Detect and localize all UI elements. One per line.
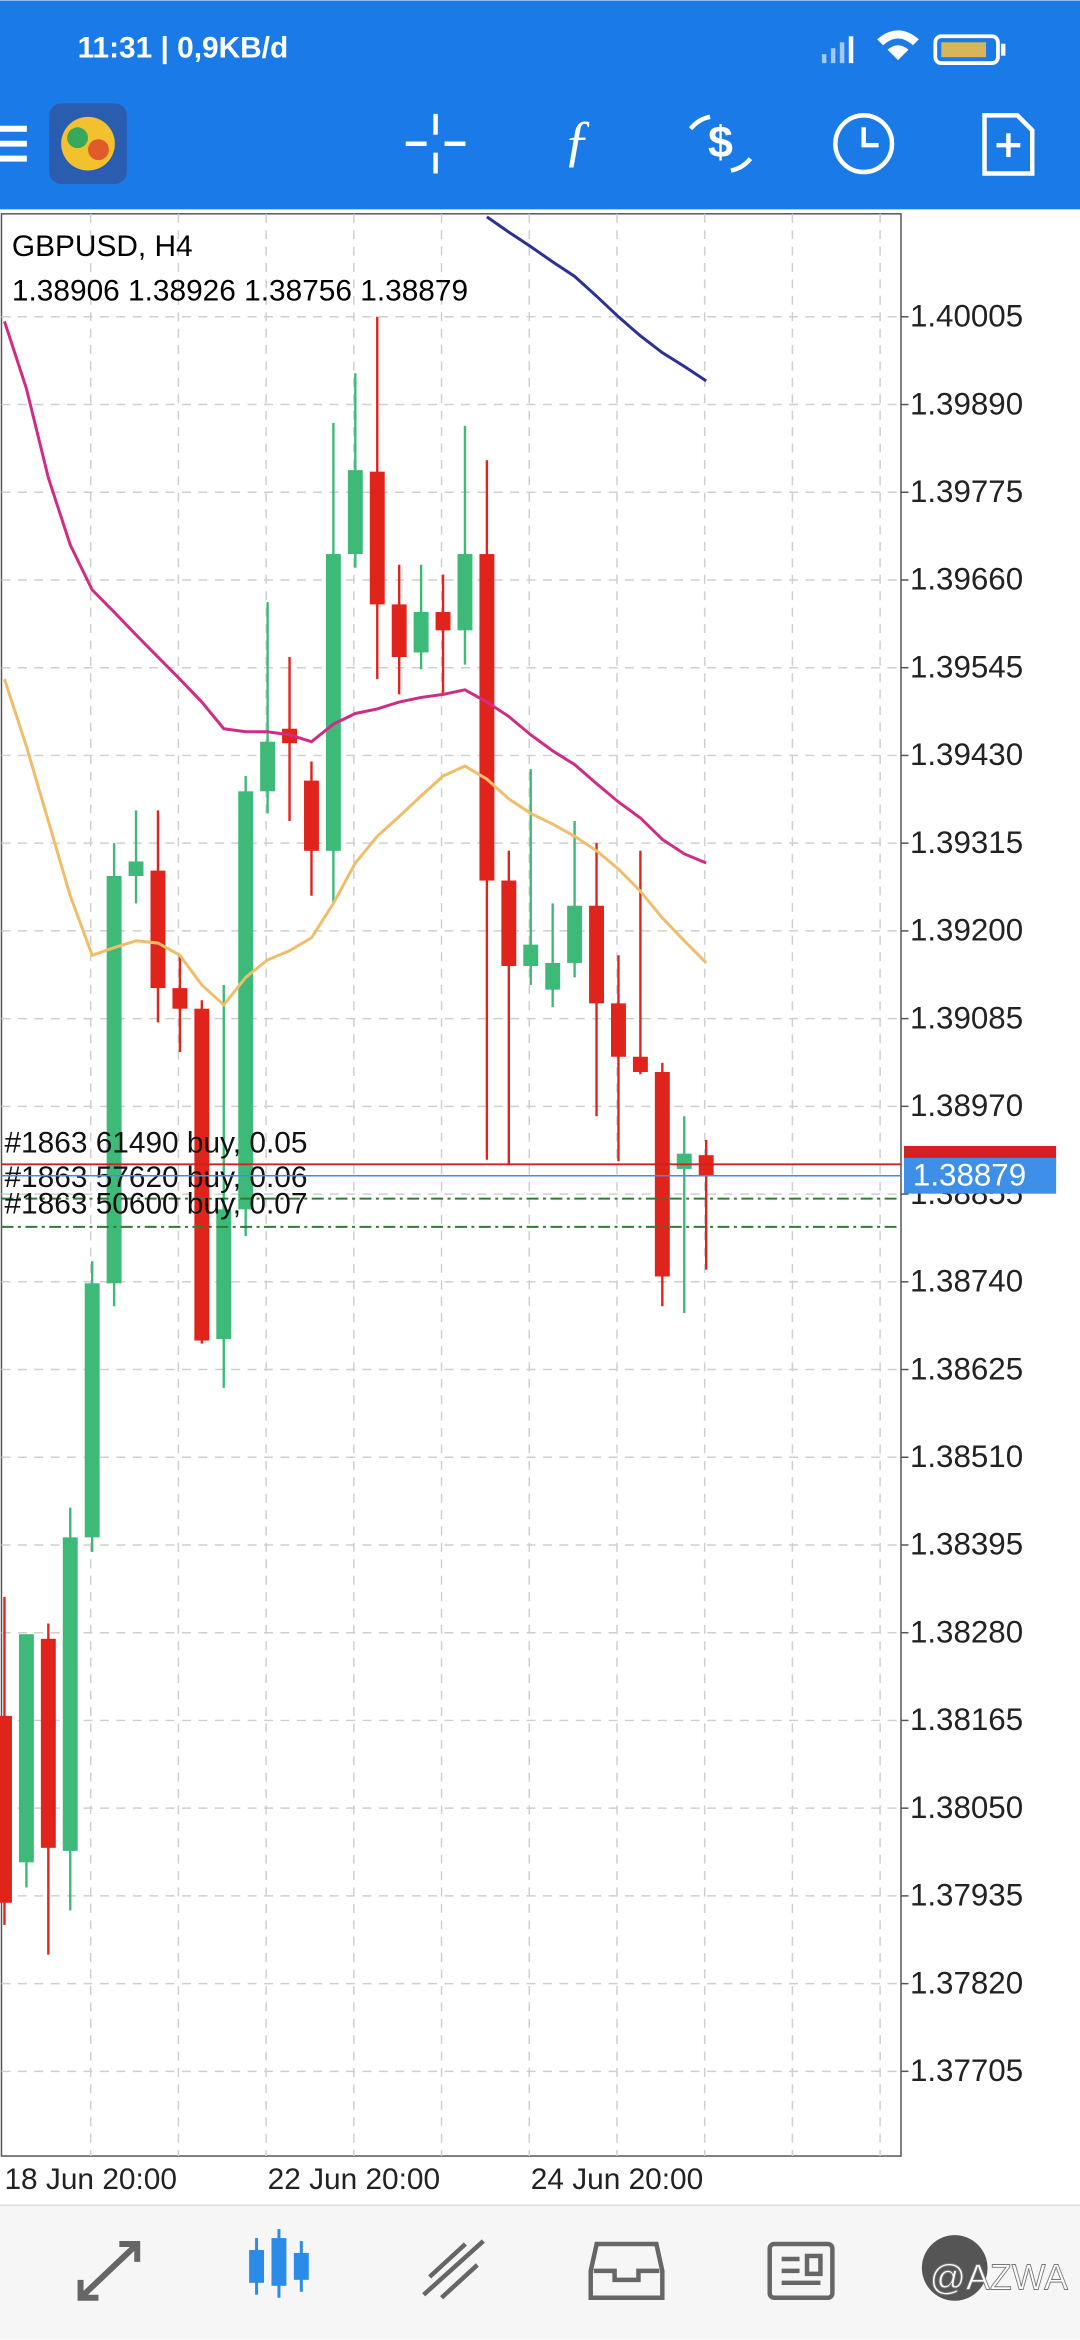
candle-body: [347, 470, 363, 555]
y-tick-label: 1.38165: [910, 1702, 1023, 1737]
y-tick-label: 1.39200: [910, 913, 1023, 948]
app-logo[interactable]: [49, 103, 127, 184]
candle-body: [391, 604, 407, 658]
menu-button[interactable]: [0, 125, 27, 162]
x-tick-label: 18 Jun 20:00: [4, 2163, 177, 2196]
y-tick-label: 1.38050: [910, 1790, 1023, 1825]
y-tick-label: 1.39085: [910, 1000, 1023, 1035]
candle-body: [216, 1209, 232, 1340]
chart-tab[interactable]: [249, 2229, 309, 2298]
candle-body: [260, 741, 276, 792]
messages-tab[interactable]: [921, 2235, 988, 2301]
indicators-button[interactable]: ƒ: [563, 110, 591, 173]
y-tick-label: 1.40005: [910, 299, 1023, 334]
status-icons: [821, 30, 1006, 66]
price-badge-label: 1.38879: [913, 1158, 1026, 1193]
quotes-tab[interactable]: [77, 2241, 141, 2301]
y-tick-label: 1.38625: [910, 1351, 1023, 1386]
candle-body: [632, 1056, 648, 1073]
y-tick-label: 1.38280: [910, 1614, 1023, 1649]
candle-body: [698, 1155, 714, 1176]
bottom-nav: [0, 2205, 1080, 2340]
order-label: #1863 50600 buy, 0.07: [4, 1188, 307, 1221]
y-tick-label: 1.39775: [910, 474, 1023, 509]
watermark: @AZWA: [930, 2257, 1069, 2297]
history-tab[interactable]: [588, 2241, 665, 2300]
y-tick-label: 1.37705: [910, 2053, 1023, 2088]
timeframe-button[interactable]: [833, 113, 895, 175]
candle-body: [62, 1537, 78, 1851]
candle-body: [18, 1634, 34, 1863]
candle-body: [40, 1638, 56, 1848]
candle-body: [84, 1283, 100, 1538]
order-label: #1863 57620 buy, 0.06: [4, 1161, 307, 1194]
candle-body: [479, 554, 495, 881]
y-tick-label: 1.37820: [910, 1965, 1023, 2000]
trade-button[interactable]: $: [688, 114, 753, 173]
x-tick-label: 22 Jun 20:00: [268, 2163, 441, 2196]
candle-body: [150, 870, 166, 989]
y-tick-label: 1.38740: [910, 1264, 1023, 1299]
price-axis: 1.40005 1.39890 1.39775 1.39660 1.39545 1.394…: [900, 299, 1057, 2088]
y-tick-label: 1.39315: [910, 825, 1023, 860]
x-tick-label: 24 Jun 20:00: [531, 2163, 704, 2196]
new-order-button[interactable]: [982, 113, 1035, 176]
candle-body: [238, 791, 254, 1210]
candle-body: [413, 612, 429, 653]
trade-tab[interactable]: [422, 2239, 485, 2300]
candle-body: [304, 780, 319, 851]
candle-body: [194, 1008, 210, 1341]
candle-body: [567, 905, 583, 963]
candle-body: [369, 471, 385, 605]
candle-body: [589, 905, 604, 1004]
crosshair-button[interactable]: [405, 113, 466, 174]
order-label: #1863 61490 buy, 0.05: [4, 1127, 307, 1160]
y-tick-label: 1.38510: [910, 1439, 1023, 1474]
svg-text:$: $: [708, 117, 733, 167]
y-tick-label: 1.39430: [910, 737, 1023, 772]
indicator-line: [3, 678, 708, 1008]
grid: [1, 213, 901, 2157]
candle-body: [654, 1072, 670, 1277]
indicator-line: [3, 320, 707, 865]
indicator-line: [486, 215, 707, 383]
candle-body: [435, 612, 451, 631]
candle-body: [457, 554, 473, 631]
candle-body: [325, 554, 341, 851]
candle-body: [501, 880, 517, 966]
ohlc-readout: 1.38906 1.38926 1.38756 1.38879: [12, 275, 468, 308]
y-tick-label: 1.39660: [910, 562, 1023, 597]
candle-body: [545, 962, 561, 990]
candle-body: [128, 861, 144, 876]
y-tick-label: 1.39890: [910, 386, 1023, 421]
plot: #1863 61490 buy, 0.05#1863 57620 buy, 0.…: [0, 215, 901, 1955]
candle-body: [0, 1715, 12, 1903]
candle-body: [611, 1003, 626, 1057]
candle-body: [106, 875, 122, 1284]
y-tick-label: 1.37935: [910, 1878, 1023, 1913]
news-tab[interactable]: [767, 2241, 835, 2300]
candle-body: [172, 988, 188, 1009]
y-tick-label: 1.39545: [910, 649, 1023, 684]
y-tick-label: 1.38395: [910, 1527, 1023, 1562]
status-time: 11:31 | 0,9KB/d: [78, 32, 289, 65]
y-tick-label: 1.38970: [910, 1088, 1023, 1123]
price-badge: [903, 1157, 1057, 1194]
candle-body: [676, 1153, 692, 1169]
candle-body: [523, 944, 539, 966]
chart-title: GBPUSD, H4: [12, 230, 193, 263]
plot-frame: [0, 213, 902, 2157]
